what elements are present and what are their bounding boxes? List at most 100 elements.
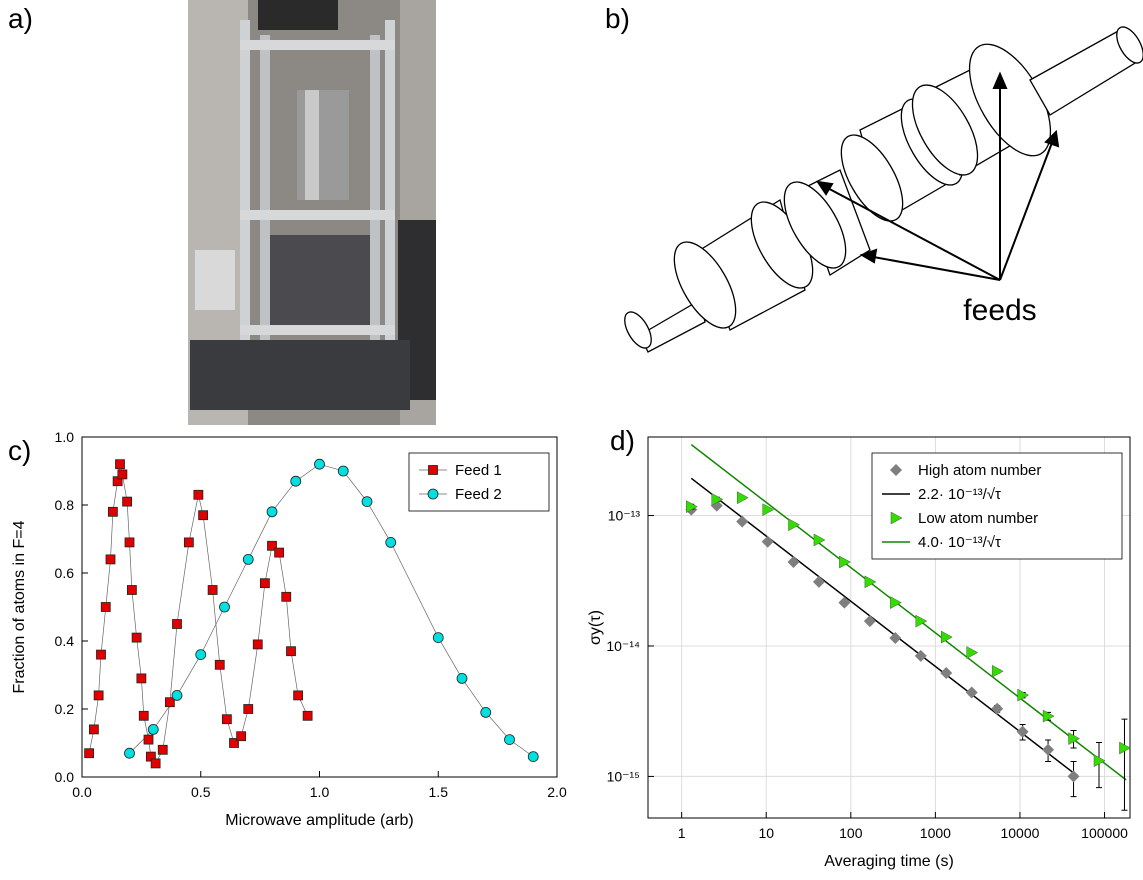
diagram [624,26,1143,353]
marker [812,575,825,588]
x-tick-label: 10000 [1000,825,1039,841]
diagram-label: feeds [963,294,1036,327]
marker [480,707,492,718]
chart: 0.0 0.5 1.0 1.5 2.0 0.0 0.2 0.4 0.6 0.8 1.0 Microwa… [11,429,567,829]
marker [229,738,239,748]
marker [117,469,128,480]
marker [243,704,254,714]
legend-label: 2.2· 10⁻¹³/√τ [918,486,1001,503]
legend-label: High atom number [918,462,1041,479]
x-tick-label: 1 [678,825,686,841]
marker [122,496,133,507]
y-tick-label: 1.0 [55,429,75,445]
marker [1119,741,1131,755]
marker [1067,770,1080,783]
marker [138,710,149,721]
marker [940,667,953,680]
marker [427,488,439,500]
y-tick-label: 0.2 [55,701,75,717]
marker [88,724,99,735]
marker [787,556,800,569]
marker [889,632,902,645]
y-axis-label: σy(τ) [587,610,604,645]
marker [107,506,118,517]
marker [266,506,278,518]
x-tick-label: 1.5 [429,784,449,800]
marker [302,710,313,721]
marker [105,554,116,565]
marker [115,459,125,470]
panel-label: b) [605,3,630,34]
y-tick-label: 0.6 [55,565,75,581]
y-tick-label: 0.4 [55,633,75,649]
marker [242,554,254,565]
legend-label: 4.0· 10⁻¹³/√τ [918,534,1001,551]
marker [915,614,928,628]
x-tick-label: 10 [758,825,774,841]
legend: Feed 1 Feed 2 [408,452,550,512]
marker [428,465,438,475]
marker [965,686,978,699]
marker [293,690,304,701]
legend-box [871,452,1123,560]
marker [193,489,204,500]
marker [1042,743,1055,756]
panel-label: a) [8,3,33,34]
y-tick-label: 0.0 [55,769,75,785]
legend-label: Low atom number [918,510,1038,527]
marker [236,731,247,742]
marker [131,632,142,643]
x-tick-label: 100 [839,825,863,841]
marker [504,734,515,745]
marker [1093,754,1106,768]
marker [527,751,539,762]
y-axis-label: Fraction of atoms in F=4 [11,520,28,693]
marker [839,555,851,569]
marker [219,601,230,613]
y-tick-label: 10⁻¹³ [608,508,641,524]
marker [150,758,161,769]
marker [991,702,1004,715]
marker [286,646,296,657]
marker [456,673,468,684]
x-tick-label: 100000 [1081,825,1128,841]
marker [274,547,285,558]
marker [259,578,270,589]
marker [940,630,953,644]
y-tick-label: 10⁻¹⁵ [607,768,640,784]
marker [84,748,95,759]
marker [337,465,349,477]
marker [736,491,749,505]
marker [385,537,397,548]
marker [207,585,218,595]
marker [136,673,147,684]
marker [711,492,724,506]
marker [788,518,801,532]
marker [124,747,135,759]
marker [221,714,232,725]
marker [890,511,903,525]
x-tick-label: 1.0 [310,784,330,800]
fit-line [690,444,1127,781]
x-tick-label: 2.0 [547,784,567,800]
y-tick-label: 10⁻¹⁴ [606,638,640,654]
x-tick-label: 0.0 [72,784,92,800]
x-axis-label: Microwave amplitude (arb) [225,812,414,829]
marker [813,533,826,547]
marker [164,697,175,708]
marker [290,475,302,487]
marker [1042,709,1055,723]
marker [432,632,444,643]
marker [761,535,774,548]
panel-label: d) [610,425,635,456]
marker [736,515,749,528]
marker [267,540,277,551]
fit-line [690,477,1076,775]
feed-arrows [815,71,1060,281]
error-bar [1096,741,1103,789]
marker [1017,688,1030,702]
plot-border [81,436,558,778]
marker [890,596,902,610]
marker [361,496,373,508]
